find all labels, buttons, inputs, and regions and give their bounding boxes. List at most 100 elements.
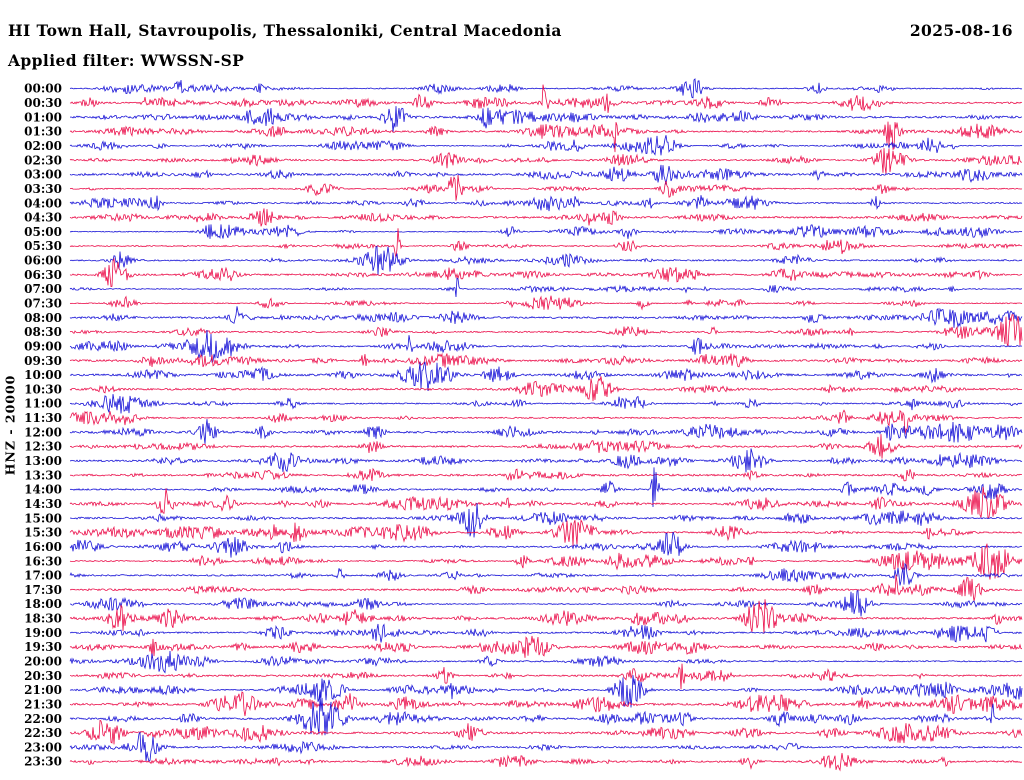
applied-filter-label: Applied filter: WWSSN-SP xyxy=(8,51,245,70)
seismogram-trace-00:30 xyxy=(69,84,1023,113)
seismogram-trace-04:30 xyxy=(69,208,1023,227)
time-label-16:00: 16:00 xyxy=(24,540,62,554)
time-label-20:30: 20:30 xyxy=(24,669,62,683)
seismogram-trace-17:00 xyxy=(69,562,1023,586)
seismogram-trace-20:30 xyxy=(70,663,1023,690)
time-label-07:30: 07:30 xyxy=(24,297,62,311)
time-label-09:30: 09:30 xyxy=(24,354,62,368)
seismogram-trace-23:30 xyxy=(69,753,1023,772)
time-label-13:00: 13:00 xyxy=(24,454,62,468)
time-label-06:30: 06:30 xyxy=(24,268,62,282)
time-label-14:00: 14:00 xyxy=(24,483,62,497)
time-label-12:00: 12:00 xyxy=(24,425,62,439)
time-label-04:30: 04:30 xyxy=(24,211,62,225)
seismogram-trace-21:30 xyxy=(69,691,1023,717)
seismogram-trace-14:00 xyxy=(69,467,1023,508)
time-label-21:30: 21:30 xyxy=(24,698,62,712)
seismogram-trace-03:30 xyxy=(69,174,1023,201)
time-label-04:00: 04:00 xyxy=(24,196,62,210)
time-label-06:00: 06:00 xyxy=(24,254,62,268)
time-label-21:00: 21:00 xyxy=(24,683,62,697)
time-label-00:30: 00:30 xyxy=(24,96,62,110)
seismogram-trace-01:30 xyxy=(69,121,1023,153)
time-label-18:00: 18:00 xyxy=(24,597,62,611)
seismogram-trace-01:00 xyxy=(69,106,1023,133)
time-label-10:30: 10:30 xyxy=(24,382,62,396)
time-label-23:00: 23:00 xyxy=(24,740,62,754)
seismogram-trace-10:00 xyxy=(69,361,1023,392)
time-label-00:00: 00:00 xyxy=(24,82,62,96)
seismogram-trace-09:30 xyxy=(69,352,1023,368)
time-label-01:30: 01:30 xyxy=(24,125,62,139)
time-label-11:30: 11:30 xyxy=(24,411,62,425)
seismogram-trace-07:30 xyxy=(69,295,1023,311)
time-label-08:30: 08:30 xyxy=(24,325,62,339)
seismogram-trace-18:00 xyxy=(69,589,1023,617)
seismogram-trace-06:00 xyxy=(69,245,1023,276)
seismogram-trace-13:30 xyxy=(69,467,1022,482)
seismogram-trace-19:30 xyxy=(69,635,1023,659)
seismogram-trace-02:30 xyxy=(69,148,1023,175)
seismogram-trace-12:00 xyxy=(69,419,1023,444)
seismogram-trace-20:00 xyxy=(69,650,1023,674)
seismogram-trace-08:30 xyxy=(69,314,1023,347)
seismogram-trace-19:00 xyxy=(69,623,1023,643)
time-label-13:30: 13:30 xyxy=(24,468,62,482)
time-label-19:30: 19:30 xyxy=(24,640,62,654)
time-label-15:30: 15:30 xyxy=(24,526,62,540)
time-label-02:00: 02:00 xyxy=(24,139,62,153)
time-label-17:30: 17:30 xyxy=(24,583,62,597)
seismogram-trace-13:00 xyxy=(70,448,1023,473)
time-label-16:30: 16:30 xyxy=(24,554,62,568)
time-label-18:30: 18:30 xyxy=(24,612,62,626)
seismogram-trace-18:30 xyxy=(69,599,1023,634)
time-label-12:30: 12:30 xyxy=(24,440,62,454)
seismogram-trace-17:30 xyxy=(69,574,1023,602)
seismogram-trace-03:00 xyxy=(69,164,1023,185)
time-label-19:00: 19:00 xyxy=(24,626,62,640)
time-label-05:00: 05:00 xyxy=(24,225,62,239)
time-label-22:00: 22:00 xyxy=(24,712,62,726)
seismogram-trace-04:00 xyxy=(69,195,1023,212)
time-label-03:30: 03:30 xyxy=(24,182,62,196)
time-label-22:30: 22:30 xyxy=(24,726,62,740)
time-label-11:00: 11:00 xyxy=(24,397,62,411)
seismogram-trace-02:00 xyxy=(69,135,1023,156)
time-label-02:30: 02:30 xyxy=(24,153,62,167)
time-label-10:00: 10:00 xyxy=(24,368,62,382)
seismogram-trace-05:00 xyxy=(69,224,1023,239)
seismogram-trace-22:30 xyxy=(69,719,1023,745)
time-label-01:00: 01:00 xyxy=(24,110,62,124)
seismogram-trace-12:30 xyxy=(69,434,1023,459)
seismogram-trace-15:00 xyxy=(69,502,1023,538)
seismogram-trace-15:30 xyxy=(69,519,1023,546)
seismogram-trace-22:00 xyxy=(69,694,1023,736)
seismogram-trace-16:00 xyxy=(69,531,1023,558)
time-label-14:30: 14:30 xyxy=(24,497,62,511)
record-date: 2025-08-16 xyxy=(909,21,1013,40)
time-label-07:00: 07:00 xyxy=(24,282,62,296)
seismogram-trace-11:00 xyxy=(69,394,1023,414)
time-label-09:00: 09:00 xyxy=(24,340,62,354)
time-label-17:00: 17:00 xyxy=(24,569,62,583)
seismogram-trace-16:30 xyxy=(69,543,1023,580)
seismogram-trace-07:00 xyxy=(69,277,1022,298)
seismogram-trace-06:30 xyxy=(69,257,1023,288)
seismogram-trace-11:30 xyxy=(69,409,1023,435)
time-label-05:30: 05:30 xyxy=(24,239,62,253)
seismogram-trace-09:00 xyxy=(69,329,1023,363)
seismogram-trace-05:30 xyxy=(69,228,1023,258)
time-label-20:00: 20:00 xyxy=(24,655,62,669)
seismogram-trace-21:00 xyxy=(69,675,1023,708)
seismogram-trace-00:00 xyxy=(69,78,1023,99)
seismogram-trace-14:30 xyxy=(69,486,1023,520)
seismogram-trace-23:00 xyxy=(69,731,1023,763)
time-label-23:30: 23:30 xyxy=(24,755,62,769)
seismogram-trace-10:30 xyxy=(69,376,1023,402)
time-label-15:00: 15:00 xyxy=(24,511,62,525)
station-title: HI Town Hall, Stavroupolis, Thessaloniki… xyxy=(8,21,562,40)
time-label-03:00: 03:00 xyxy=(24,168,62,182)
seismogram-trace-08:00 xyxy=(69,306,1023,329)
time-label-08:00: 08:00 xyxy=(24,311,62,325)
